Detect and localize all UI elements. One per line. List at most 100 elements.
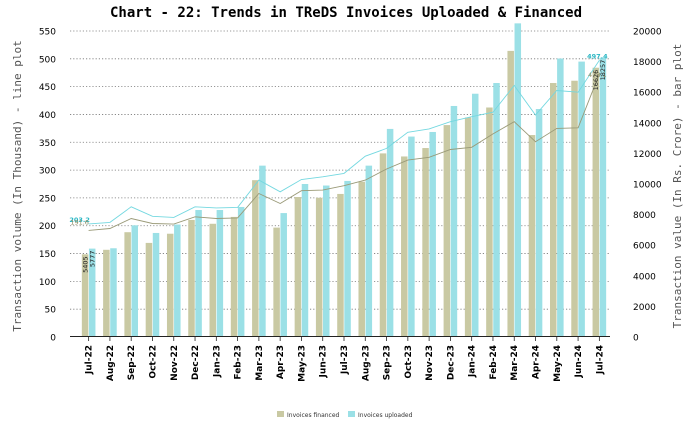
right-tick-label: 14000	[633, 119, 662, 129]
x-tick-label: Apr-23	[276, 345, 286, 379]
left-tick-label: 350	[39, 139, 56, 149]
left-tick-label: 500	[39, 55, 56, 65]
bar-uploaded	[259, 165, 266, 337]
bar-uploaded	[152, 232, 160, 337]
line-data-label: 191.6	[70, 218, 89, 226]
x-tick-label: Nov-23	[425, 345, 435, 381]
bar-data-label: 5405	[81, 256, 89, 273]
bar-financed	[592, 67, 600, 337]
bar-uploaded	[88, 248, 96, 337]
bar-financed	[230, 216, 238, 337]
x-tick-label: Sep-22	[127, 345, 137, 380]
bar-financed	[443, 125, 451, 337]
bar-uploaded	[535, 109, 543, 337]
left-tick-label: 300	[39, 167, 56, 177]
bar-financed	[81, 254, 89, 337]
x-tick-label: Aug-23	[361, 345, 371, 381]
right-tick-label: 16000	[633, 89, 662, 99]
x-tick-label: Aug-22	[106, 345, 116, 381]
legend-swatch-financed	[277, 411, 284, 417]
x-tick-label: Oct-23	[404, 345, 414, 379]
legend-swatch-uploaded	[348, 411, 355, 417]
left-tick-label: 200	[39, 222, 56, 232]
bar-uploaded	[578, 61, 585, 337]
bar-uploaded	[471, 93, 479, 337]
x-tick-label: Jun-23	[319, 345, 329, 378]
right-tick-label: 10000	[633, 181, 662, 191]
bar-data-label: 18257	[599, 60, 607, 81]
bar-uploaded	[174, 224, 181, 337]
y-axis-label-right: Transaction value (In Rs. Crore) - bar p…	[671, 44, 684, 329]
x-tick-label: Feb-24	[489, 345, 499, 380]
x-tick-label: Apr-24	[532, 345, 542, 379]
right-tick-label: 18000	[633, 58, 662, 68]
left-tick-label: 0	[50, 334, 56, 344]
right-tick-label: 2000	[633, 303, 656, 313]
bar-financed	[124, 232, 131, 337]
bar-financed	[486, 107, 493, 337]
bar-financed	[209, 223, 217, 337]
left-tick-label: 50	[45, 306, 57, 316]
bar-data-label: 5777	[88, 251, 96, 268]
bar-financed	[464, 117, 472, 337]
bar-financed	[145, 242, 153, 337]
line-financed-volume	[88, 73, 600, 231]
bar-financed	[188, 219, 195, 337]
legend: Invoices financed Invoices uploaded	[277, 411, 413, 419]
left-tick-label: 450	[39, 83, 56, 93]
line-data-label: 473.1	[588, 71, 607, 79]
left-tick-label: 250	[39, 194, 56, 204]
left-tick-label: 100	[39, 278, 56, 288]
right-tick-label: 6000	[633, 242, 656, 252]
bar-uploaded	[110, 248, 117, 337]
x-tick-label: Jul-23	[340, 345, 350, 375]
bar-uploaded	[280, 213, 287, 337]
bar-financed	[401, 156, 408, 337]
x-axis-ticks: Jul-22 Aug-22 Sep-22 Oct-22 Nov-22 Dec-22 Jan-…	[85, 337, 605, 382]
bar-uploaded	[131, 225, 138, 337]
line-data-label: 497.4	[587, 52, 608, 60]
x-tick-label: Jul-22	[85, 345, 95, 375]
x-tick-label: Feb-23	[234, 345, 244, 380]
bar-financed	[337, 193, 344, 337]
bar-uploaded	[514, 23, 522, 337]
bar-uploaded	[195, 210, 202, 337]
chart-title: Chart - 22: Trends in TReDS Invoices Upl…	[110, 5, 582, 21]
right-tick-label: 8000	[633, 211, 656, 221]
bar-uploaded	[323, 185, 330, 337]
bar-financed	[379, 153, 387, 337]
bar-uploaded	[557, 58, 564, 337]
bar-uploaded	[599, 57, 607, 337]
bar-financed	[528, 135, 536, 337]
bar-financed	[358, 181, 365, 337]
x-tick-label: Jan-24	[468, 345, 478, 378]
right-axis-ticks: 0 2000 4000 6000 8000 10000 12000 14000 16000 180…	[633, 28, 662, 344]
left-tick-label: 150	[39, 250, 56, 260]
bar-financed	[252, 180, 259, 337]
bar-uploaded	[493, 83, 500, 338]
x-tick-label: Mar-23	[255, 345, 265, 381]
bar-financed	[422, 148, 429, 337]
right-tick-label: 12000	[633, 150, 662, 160]
bar-uploaded	[237, 206, 245, 337]
bar-financed	[315, 197, 323, 337]
x-tick-label: Dec-23	[446, 345, 456, 380]
bar-financed	[103, 249, 110, 337]
x-tick-label: Nov-22	[170, 345, 180, 381]
bar-uploaded	[301, 184, 309, 337]
x-tick-label: Dec-22	[191, 345, 201, 380]
x-tick-label: Jan-23	[212, 345, 222, 378]
bar-uploaded	[216, 210, 224, 337]
legend-label-uploaded: Invoices uploaded	[358, 412, 413, 419]
bar-financed	[166, 233, 174, 337]
right-tick-label: 4000	[633, 272, 656, 282]
right-tick-label: 20000	[633, 28, 662, 38]
line-series	[88, 60, 600, 231]
bar-financed	[507, 50, 514, 337]
bar-financed	[273, 227, 280, 337]
bar-financed	[550, 83, 557, 338]
left-tick-label: 400	[39, 111, 56, 121]
x-tick-label: Sep-23	[383, 345, 393, 380]
